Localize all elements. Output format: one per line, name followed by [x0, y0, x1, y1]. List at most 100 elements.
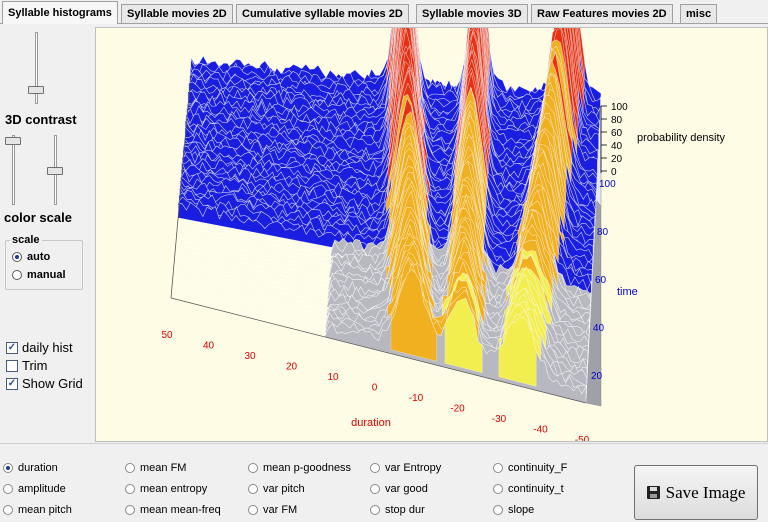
trim-checkbox[interactable]: Trim [6, 358, 48, 373]
daily-hist-checkbox[interactable]: ✓ daily hist [6, 340, 73, 355]
slider-thumb[interactable] [28, 86, 44, 94]
grid-line [170, 297, 587, 404]
feature-radio-continuity-t[interactable]: continuity_t [493, 483, 564, 495]
radio-dot [248, 463, 258, 473]
save-button-label: Save Image [665, 482, 746, 502]
z-axis-label: probability density [637, 132, 726, 144]
radio-label: duration [18, 462, 58, 474]
radio-dot [3, 463, 13, 473]
radio-dot [125, 505, 135, 515]
feature-radio-slope[interactable]: slope [493, 504, 534, 516]
feature-radio-var-good[interactable]: var good [370, 483, 428, 495]
feature-radio-mean-p-goodness[interactable]: mean p-goodness [248, 462, 351, 474]
time-tick: 80 [597, 227, 609, 238]
time-tick: 100 [599, 179, 616, 190]
feature-radio-continuity-f[interactable]: continuity_F [493, 462, 567, 474]
divider [0, 443, 768, 444]
radio-dot [493, 484, 503, 494]
radio-dot [370, 484, 380, 494]
radio-dot [125, 484, 135, 494]
duration-tick: -50 [575, 435, 590, 442]
duration-axis-label: duration [351, 417, 391, 429]
radio-label: var pitch [263, 483, 305, 495]
radio-dot [248, 505, 258, 515]
radio-label: continuity_F [508, 462, 568, 474]
duration-tick: -30 [492, 414, 507, 425]
feature-radio-duration[interactable]: duration [3, 462, 58, 474]
save-image-button[interactable]: Save Image [634, 465, 758, 520]
grid-line [170, 72, 192, 299]
radio-label: mean p-goodness [263, 462, 352, 474]
checkbox-box: ✓ [6, 341, 18, 354]
duration-tick: 0 [372, 383, 378, 394]
feature-radio-mean-mean-freq[interactable]: mean mean-freq [125, 504, 221, 516]
floppy-disk-icon [646, 486, 660, 499]
duration-tick: -10 [409, 393, 424, 404]
duration-tick: -40 [533, 425, 548, 436]
tab-raw-features-movies-2d[interactable]: Raw Features movies 2D [531, 4, 673, 23]
slider-track [12, 135, 15, 205]
tab-misc[interactable]: misc [680, 4, 718, 23]
radio-dot [3, 484, 13, 494]
show-grid-checkbox[interactable]: ✓ Show Grid [6, 376, 83, 391]
radio-label: stop dur [385, 504, 425, 516]
feature-radio-mean-pitch[interactable]: mean pitch [3, 504, 72, 516]
tab-strip: Syllable histograms Syllable movies 2D C… [0, 0, 768, 24]
feature-radio-var-pitch[interactable]: var pitch [248, 483, 305, 495]
z-tick: 0 [611, 167, 617, 178]
scale-group-title: scale [10, 234, 42, 246]
histogram-3d-plot[interactable]: 50 40 30 20 10 0 -10 -20 -30 -40 -50 duration 100 80 6… [95, 27, 768, 442]
duration-tick: 10 [327, 372, 339, 383]
slider-thumb[interactable] [47, 167, 63, 175]
tab-syllable-movies-3d[interactable]: Syllable movies 3D [416, 4, 528, 23]
radio-label: slope [508, 504, 535, 516]
radio-dot [248, 484, 258, 494]
scale-manual-radio[interactable]: manual [12, 269, 66, 281]
z-tick: 20 [611, 154, 623, 165]
radio-label: manual [27, 269, 66, 281]
feature-radio-mean-fm[interactable]: mean FM [125, 462, 186, 474]
tab-syllable-movies-2d[interactable]: Syllable movies 2D [121, 4, 233, 23]
plot-canvas: 50403020100-10-20-30-40-50duration100806… [161, 28, 726, 442]
tab-divider [0, 23, 768, 24]
checkbox-label: Show Grid [22, 376, 83, 391]
radio-label: mean entropy [140, 483, 208, 495]
peak-surface [498, 316, 537, 387]
radio-dot [3, 505, 13, 515]
checkbox-label: Trim [22, 358, 48, 373]
color-scale-slider-high[interactable] [45, 135, 65, 205]
duration-tick: -20 [450, 404, 465, 415]
checkbox-box [6, 359, 18, 372]
radio-dot [12, 270, 22, 280]
time-tick: 60 [595, 275, 607, 286]
radio-dot [493, 505, 503, 515]
feature-radio-stop-dur[interactable]: stop dur [370, 504, 425, 516]
tab-cumulative-syllable-movies-2d[interactable]: Cumulative syllable movies 2D [236, 4, 409, 23]
radio-label: mean mean-freq [140, 504, 221, 516]
contrast-label: 3D contrast [5, 112, 77, 127]
slider-thumb[interactable] [5, 137, 21, 145]
scale-group [5, 240, 83, 290]
radio-label: continuity_t [508, 483, 564, 495]
radio-label: amplitude [18, 483, 66, 495]
feature-radio-var-entropy[interactable]: var Entropy [370, 462, 441, 474]
scale-auto-radio[interactable]: auto [12, 251, 50, 263]
feature-radio-mean-entropy[interactable]: mean entropy [125, 483, 207, 495]
duration-tick: 20 [286, 362, 298, 373]
tab-syllable-histograms[interactable]: Syllable histograms [2, 1, 118, 24]
radio-dot [493, 463, 503, 473]
duration-tick: 50 [161, 330, 173, 341]
contrast-slider[interactable] [26, 32, 46, 104]
color-scale-slider-low[interactable] [3, 135, 23, 205]
radio-dot [12, 252, 22, 262]
z-tick: 60 [611, 128, 623, 139]
time-axis-label: time [617, 286, 638, 298]
time-tick: 20 [591, 371, 603, 382]
radio-label: var Entropy [385, 462, 442, 474]
time-tick: 40 [593, 323, 605, 334]
radio-dot [370, 463, 380, 473]
z-tick: 40 [611, 141, 623, 152]
feature-radio-amplitude[interactable]: amplitude [3, 483, 66, 495]
radio-label: var good [385, 483, 428, 495]
feature-radio-var-fm[interactable]: var FM [248, 504, 297, 516]
